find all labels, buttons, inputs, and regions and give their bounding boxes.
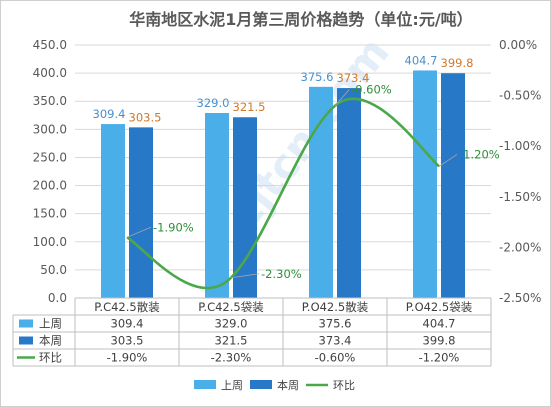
table-legend-swatch [19,319,33,328]
legend-label: 环比 [333,379,355,392]
right-tick-label: -2.00% [499,240,541,254]
line-layer [126,89,458,290]
ratio-leader-line [230,273,260,279]
ratio-label: -1.90% [153,220,194,234]
left-tick-label: 150.0 [33,207,67,221]
legend-swatch [250,380,272,389]
table-cell: -0.60% [315,351,356,365]
bar-this-week-label: 321.5 [233,100,266,114]
bar-layer [101,70,465,299]
bar-prev-week-label: 329.0 [197,96,230,110]
legend-label: 上周 [221,379,243,392]
ratio-label: -1.20% [459,147,500,161]
table-cell: 404.7 [423,317,456,331]
category-label: P.O42.5散装 [302,300,369,314]
table-cell: 375.6 [319,317,352,331]
table-cell: 329.0 [215,317,248,331]
left-tick-label: 450.0 [33,38,67,52]
data-labels: 309.4 303.5 329.0 321.5 375.6 373.4 404.7 399.8… [93,53,500,280]
table-cell: 399.8 [423,334,456,348]
bar-prev-week-label: 309.4 [93,107,126,121]
ratio-label: -2.30% [261,267,302,281]
right-tick-label: 0.00% [499,38,537,52]
category-label: P.C42.5散装 [94,300,160,314]
table-cell: -2.30% [211,351,252,365]
right-axis: -2.50% -2.00% -1.50% -1.00% -0.50% 0.00% [499,38,541,305]
table-cell: 321.5 [215,334,248,348]
ratio-leader-line [438,154,458,167]
left-tick-label: 100.0 [33,235,67,249]
table-cell: 373.4 [319,334,352,348]
right-tick-label: -1.50% [499,190,541,204]
left-tick-label: 300.0 [33,122,67,136]
left-tick-label: 200.0 [33,179,67,193]
right-tick-label: -2.50% [499,291,541,305]
left-tick-label: 400.0 [33,66,67,80]
left-tick-label: 50.0 [40,263,67,277]
bar-this-week-label: 303.5 [129,110,162,124]
left-axis: 0.0 50.0 100.0 150.0 200.0 250.0 300.0 350.0 400… [33,38,67,305]
left-tick-label: 350.0 [33,94,67,108]
category-label: P.C42.5袋装 [198,300,264,314]
table-cell: 309.4 [111,317,144,331]
right-tick-label: -0.50% [499,89,541,103]
table-legend-swatch [19,336,33,345]
ratio-leader-line [126,226,152,238]
bar-this-week [129,127,153,298]
ratio-leader-line [334,89,350,106]
bar-prev-week [205,113,229,298]
bar-prev-week [413,70,437,299]
table-series-name: 上周 [39,317,62,331]
category-label: P.O42.5袋装 [406,300,473,314]
legend: 上周 本周 环比 [194,378,355,392]
bar-this-week [441,73,465,298]
bar-this-week-label: 373.4 [337,71,370,85]
table-cell: -1.90% [107,351,148,365]
bar-prev-week-label: 404.7 [405,53,438,67]
table-cell: 303.5 [111,334,144,348]
right-tick-label: -1.00% [499,139,541,153]
bar-prev-week [101,124,125,298]
legend-label: 本周 [277,378,299,392]
chart-title: 华南地区水泥1月第三周价格趋势（单位:元/吨） [129,10,472,29]
ratio-label: -0.60% [351,83,392,97]
bar-this-week [233,117,257,299]
table-series-name: 环比 [39,351,62,365]
bar-this-week [337,88,361,298]
bar-prev-week-label: 375.6 [301,70,334,84]
legend-swatch [194,380,216,389]
left-tick-label: 250.0 [33,150,67,164]
table-cell: -1.20% [419,351,460,365]
bar-this-week-label: 399.8 [441,56,474,70]
table-series-name: 本周 [39,334,62,348]
left-tick-label: 0.0 [48,291,67,305]
ratio-line [126,97,440,290]
bar-prev-week [309,86,333,298]
